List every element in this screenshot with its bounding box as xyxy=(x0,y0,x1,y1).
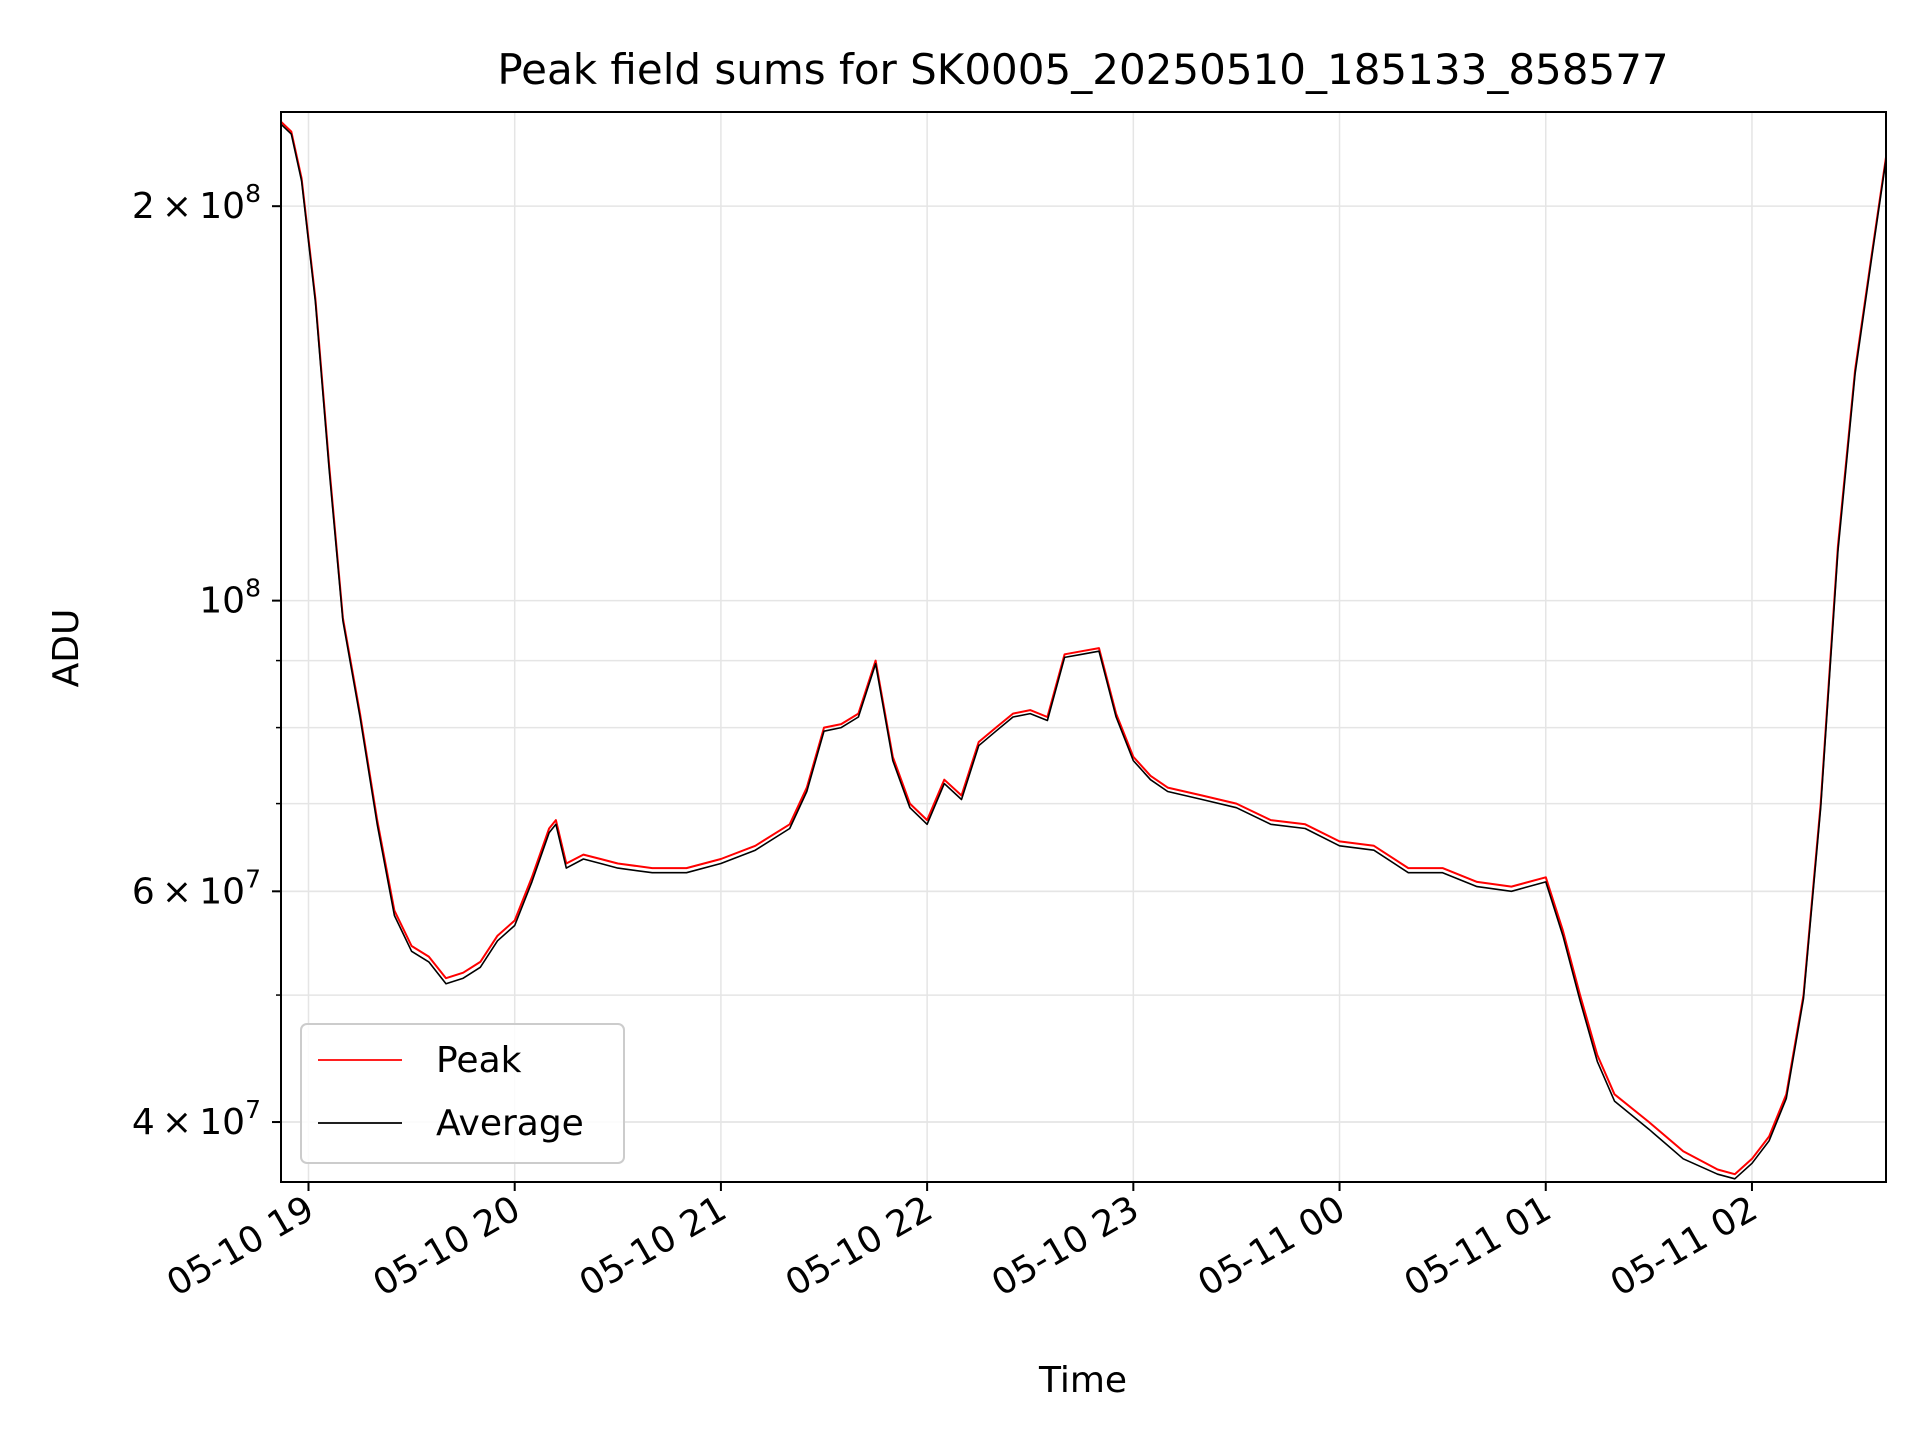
legend-box xyxy=(300,1023,625,1164)
plot-area xyxy=(280,120,1887,1180)
legend-label-average: Average xyxy=(436,1103,584,1144)
chart-title: Peak field sums for SK0005_20250510_1851… xyxy=(497,45,1668,94)
y-tick-label: 4 × 107 xyxy=(132,1095,261,1143)
legend-label-peak: Peak xyxy=(436,1040,522,1081)
axes-frame xyxy=(280,111,1887,1183)
y-tick-label: 2 × 108 xyxy=(132,179,261,227)
series-line-peak xyxy=(280,120,1887,1176)
y-tick-label: 6 × 107 xyxy=(132,864,261,912)
y-axis-label: ADU xyxy=(46,609,87,688)
y-tick-label: 108 xyxy=(199,574,261,622)
legend: Peak Average xyxy=(300,1023,625,1164)
x-axis-label: Time xyxy=(1038,1360,1127,1401)
series-line-average xyxy=(280,123,1887,1180)
y-axis: 4 × 107 6 × 107 108 2 × 108 xyxy=(132,179,281,1143)
grid xyxy=(281,112,1886,1182)
